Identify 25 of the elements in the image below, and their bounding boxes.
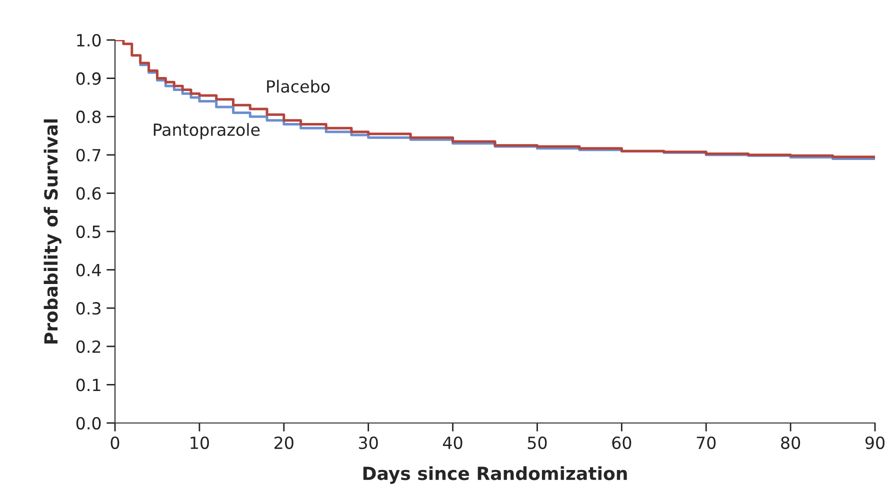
y-tick-label: 0.9 [76,72,101,85]
y-tick-label: 1.0 [77,34,101,47]
x-axis-title: Days since Randomization [363,466,627,484]
y-tick-label: 0.1 [76,378,100,392]
series-label: Placebo [267,80,330,93]
y-tick-label: 0.3 [76,302,100,315]
x-tick-label: 50 [528,436,547,450]
x-tick-label: 40 [442,436,462,450]
x-tick-label: 80 [781,436,800,450]
x-tick-label: 20 [274,436,294,450]
y-axis-title: Probability of Survival [44,119,62,344]
x-tick-label: 30 [359,436,378,450]
x-tick-label: 0 [110,436,120,450]
y-tick-label: 0.6 [76,187,101,200]
y-tick-label: 0.5 [76,225,100,238]
y-tick-label: 0.7 [76,148,100,162]
x-tick-label: 70 [696,436,716,450]
series-label: Pantoprazole [154,123,260,140]
y-tick-label: 0.0 [76,416,101,430]
x-tick-label: 60 [612,436,632,450]
y-tick-label: 0.8 [76,110,101,124]
y-tick-label: 0.2 [76,340,100,353]
x-tick-label: 90 [865,436,884,450]
x-tick-label: 10 [190,436,209,450]
y-tick-label: 0.4 [76,264,101,276]
